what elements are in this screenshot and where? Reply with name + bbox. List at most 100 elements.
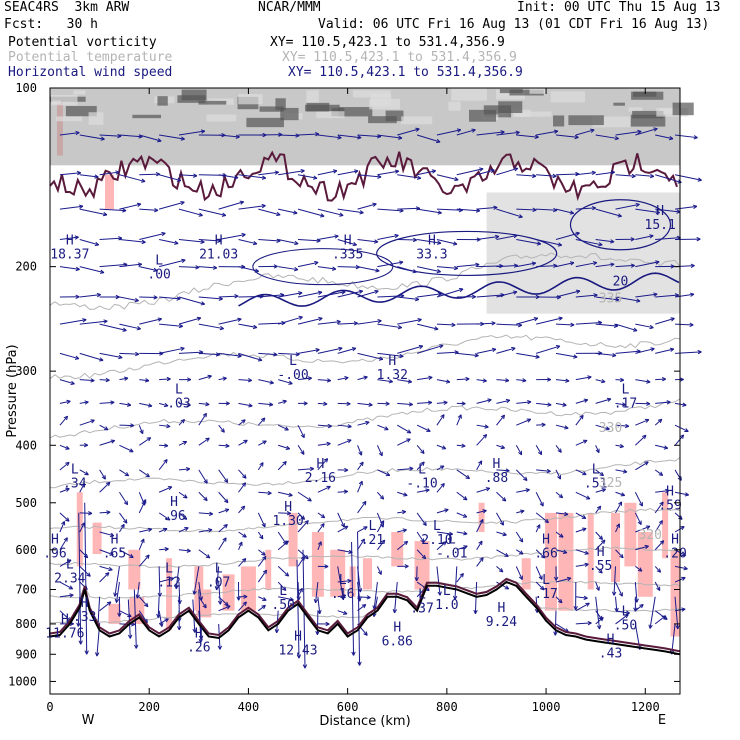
- wind-vector-head: [94, 241, 100, 247]
- wind-vector: [317, 523, 325, 533]
- wind-vector: [357, 174, 382, 178]
- high-marker: H: [671, 532, 679, 547]
- wind-vector: [79, 134, 105, 140]
- upper-shade: [486, 192, 680, 314]
- wind-vector: [218, 469, 229, 483]
- wind-vector: [79, 379, 95, 382]
- wind-vector-head: [180, 346, 185, 352]
- wind-vector-head: [408, 402, 413, 407]
- wind-vector: [277, 424, 289, 431]
- wind-vector: [198, 402, 210, 406]
- low-value: .16: [331, 587, 354, 602]
- wind-vector-head: [565, 378, 570, 383]
- wind-vector-head: [598, 535, 604, 540]
- wind-vector: [297, 424, 305, 438]
- wind-vector: [476, 399, 492, 404]
- wind-vector-head: [392, 608, 398, 614]
- shading-blob: [128, 549, 141, 590]
- wind-vector: [178, 549, 191, 552]
- wind-vector: [575, 469, 587, 476]
- wind-vector-head: [141, 239, 146, 245]
- wind-vector-head: [219, 325, 224, 331]
- wind-vector: [317, 485, 331, 493]
- wind-vector: [516, 208, 537, 211]
- wind-vector-head: [252, 240, 258, 246]
- wind-vector-head: [681, 552, 687, 557]
- high-value: 2.16: [305, 471, 336, 486]
- wind-vector-head: [573, 606, 578, 611]
- wind-vector: [635, 174, 654, 177]
- low-value: .21: [361, 533, 384, 548]
- wind-vector: [158, 618, 169, 625]
- wind-vector-head: [224, 508, 230, 513]
- wind-vector: [575, 376, 592, 381]
- wind-vector: [555, 512, 569, 515]
- wind-vector-head: [442, 541, 447, 546]
- wind-vector: [257, 531, 264, 540]
- wind-vector-head: [463, 531, 468, 536]
- wind-vector: [317, 458, 329, 471]
- wind-vector: [198, 437, 210, 446]
- wind-vector: [635, 379, 651, 383]
- wind-vector-head: [165, 516, 171, 521]
- wind-vector: [555, 402, 567, 406]
- wind-vector: [178, 238, 205, 243]
- wind-vector: [79, 469, 89, 476]
- stratosphere-texture: [385, 110, 404, 122]
- wind-vector: [655, 317, 675, 325]
- wind-vector-head: [114, 598, 120, 603]
- wind-vector: [99, 565, 113, 571]
- wind-vector-head: [224, 498, 229, 504]
- wind-vector-head: [217, 600, 223, 605]
- wind-vector-head: [659, 501, 664, 506]
- wind-vector-head: [338, 346, 343, 351]
- wind-vector-head: [534, 134, 539, 140]
- wind-vector: [476, 519, 484, 533]
- low-value: .50: [614, 618, 637, 633]
- wind-vector-head: [519, 550, 524, 555]
- wind-vector-head: [313, 175, 318, 180]
- wind-vector-head: [491, 347, 497, 353]
- wind-vector: [397, 238, 417, 241]
- wind-vector-head: [375, 268, 380, 273]
- wind-vector-head: [193, 173, 198, 178]
- wind-vector: [218, 581, 221, 605]
- wind-vector: [575, 527, 587, 533]
- wind-vector-head: [260, 417, 266, 422]
- wind-vector: [337, 377, 349, 381]
- wind-vector-head: [575, 231, 580, 236]
- wind-vector-head: [377, 570, 382, 575]
- wind-vector: [357, 352, 384, 360]
- wind-vector-head: [595, 586, 600, 591]
- high-value: .65: [103, 546, 126, 561]
- high-value: 9.24: [486, 615, 517, 630]
- wind-vector-head: [134, 297, 139, 303]
- wind-vector-head: [692, 204, 698, 209]
- wind-vector: [496, 512, 504, 526]
- wind-vector: [139, 266, 158, 272]
- wind-vector-head: [457, 414, 462, 419]
- wind-vector-head: [380, 539, 386, 545]
- wind-vector-head: [366, 595, 371, 600]
- stratosphere-texture: [550, 91, 586, 103]
- wind-vector-head: [166, 423, 171, 429]
- wind-vector-head: [74, 355, 80, 360]
- wind-vector-head: [208, 528, 213, 533]
- wind-vector: [595, 505, 602, 514]
- wind-vector: [516, 489, 530, 493]
- wind-vector-head: [538, 575, 543, 580]
- wind-vector: [198, 581, 202, 601]
- low-value: 2.34: [54, 571, 85, 586]
- shading-blob: [587, 512, 594, 590]
- wind-vector-head: [668, 135, 674, 141]
- wind-vector: [496, 469, 510, 472]
- wind-vector-head: [261, 175, 267, 180]
- wind-vector-head: [145, 473, 150, 478]
- wind-vector-head: [344, 376, 349, 381]
- stratosphere-texture: [157, 96, 168, 106]
- wind-vector: [178, 527, 189, 533]
- high-value: 11.76: [45, 627, 84, 642]
- wind-vector-head: [164, 618, 169, 623]
- wind-vector: [456, 208, 480, 212]
- wind-vector: [99, 572, 110, 583]
